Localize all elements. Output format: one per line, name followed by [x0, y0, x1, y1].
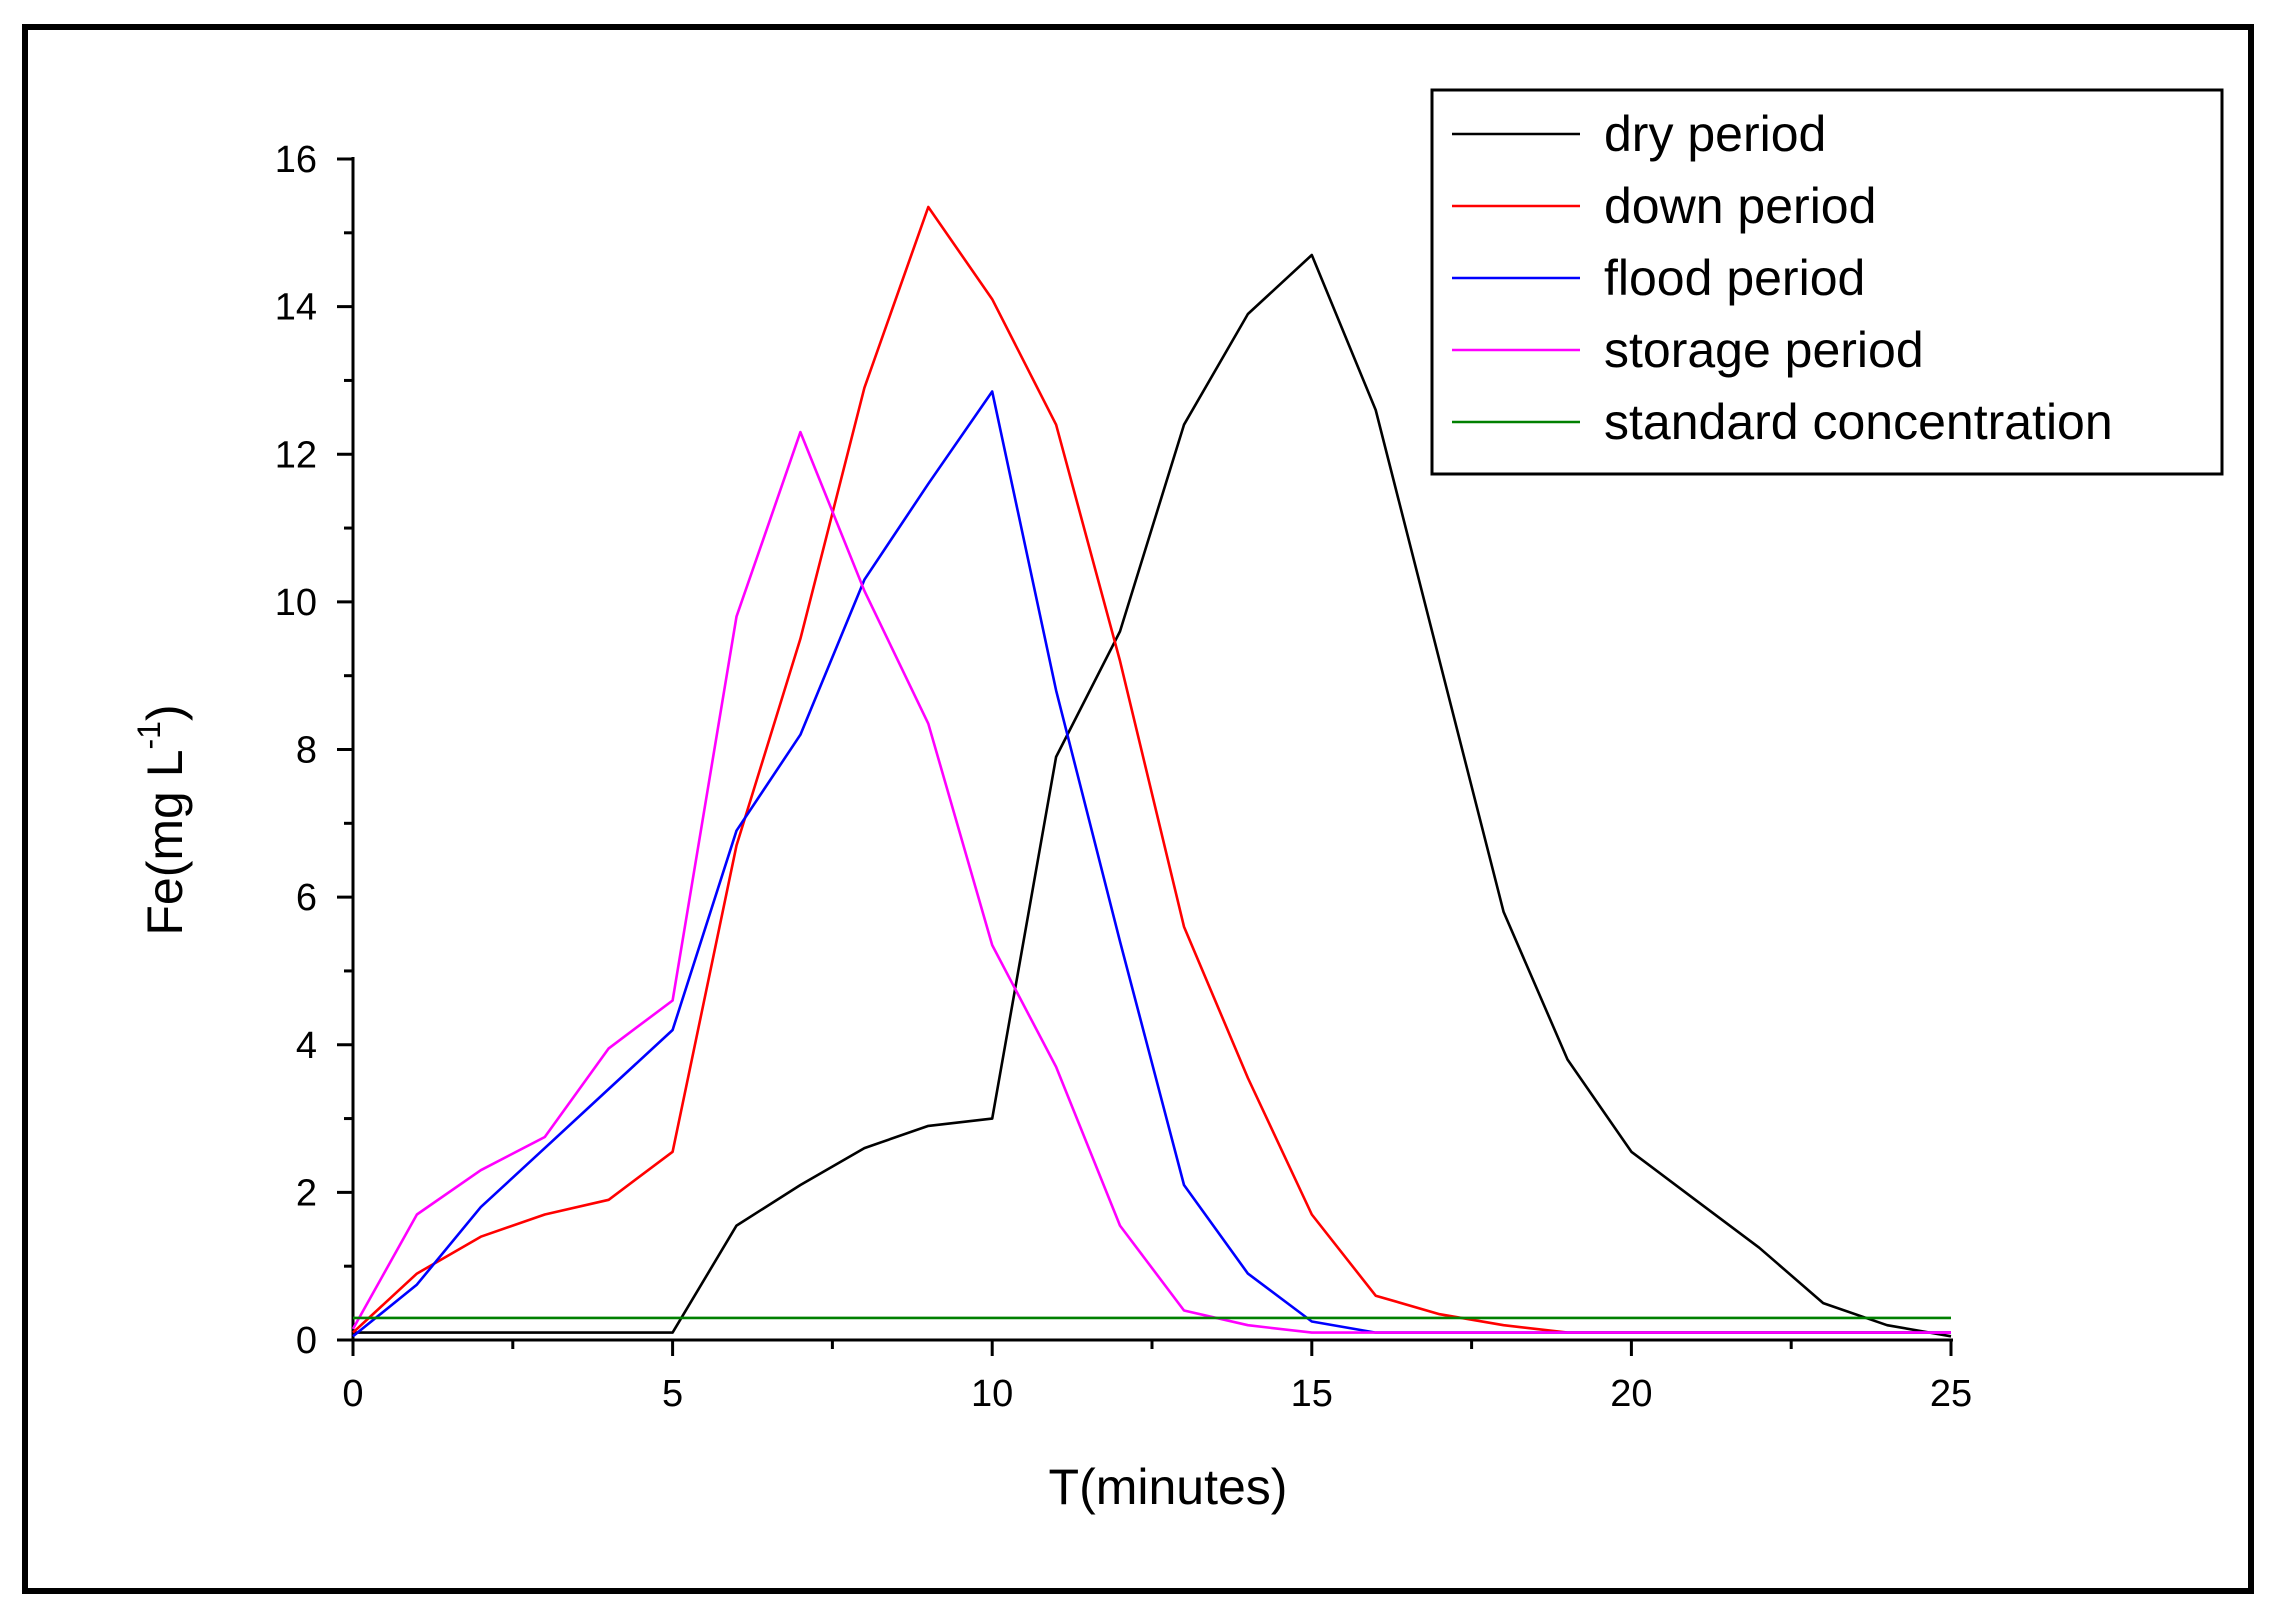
- series-line-dry-period: [353, 253, 1952, 1338]
- series-line-flood-period: [352, 390, 1951, 1338]
- y-axis-title-main: Fe(mg L: [137, 749, 193, 935]
- y-tick-label: 4: [296, 1025, 317, 1067]
- figure-frame: 0 5 10 15 20 25 0 2 4 6 8 10 12 14 16 T(minutes) Fe(mg…: [22, 24, 2254, 1594]
- axis-ticks: 0 5 10 15 20 25 0 2 4 6 8 10 12 14 16: [275, 139, 1972, 1415]
- y-tick-label: 12: [275, 434, 317, 476]
- legend-label-dry-period: dry period: [1604, 106, 1826, 162]
- legend-label-standard-concentration: standard concentration: [1604, 394, 2113, 450]
- x-tick-label: 5: [662, 1373, 683, 1415]
- y-tick-label: 6: [296, 877, 317, 919]
- y-tick-label: 14: [275, 287, 317, 329]
- legend-label-storage-period: storage period: [1604, 322, 1924, 378]
- legend-label-flood-period: flood period: [1604, 250, 1865, 306]
- x-tick-label: 0: [342, 1373, 363, 1415]
- svg-text:Fe(mg L-1): Fe(mg L-1): [131, 704, 193, 935]
- x-axis-title: T(minutes): [1049, 1459, 1288, 1515]
- series-line-storage-period: [351, 430, 1951, 1334]
- x-tick-label: 25: [1930, 1373, 1972, 1415]
- series-lines: [351, 205, 1952, 1338]
- y-axis-title-close: ): [137, 704, 193, 721]
- x-tick-label: 20: [1610, 1373, 1652, 1415]
- legend-box: [1430, 88, 2224, 476]
- y-axis-title: Fe(mg L-1): [131, 704, 193, 935]
- legend: dry period down period flood period storage…: [1430, 88, 2224, 476]
- y-axis-title-superscript: -1: [131, 721, 167, 749]
- y-tick-label: 8: [296, 730, 317, 772]
- y-tick-label: 16: [275, 139, 317, 181]
- legend-label-down-period: down period: [1604, 178, 1876, 234]
- y-tick-label: 10: [275, 582, 317, 624]
- y-tick-label: 2: [296, 1172, 317, 1214]
- y-tick-label: 0: [296, 1320, 317, 1362]
- line-chart: 0 5 10 15 20 25 0 2 4 6 8 10 12 14 16 T(minutes) Fe(mg…: [131, 88, 2224, 1515]
- x-tick-label: 15: [1291, 1373, 1333, 1415]
- x-tick-label: 10: [971, 1373, 1013, 1415]
